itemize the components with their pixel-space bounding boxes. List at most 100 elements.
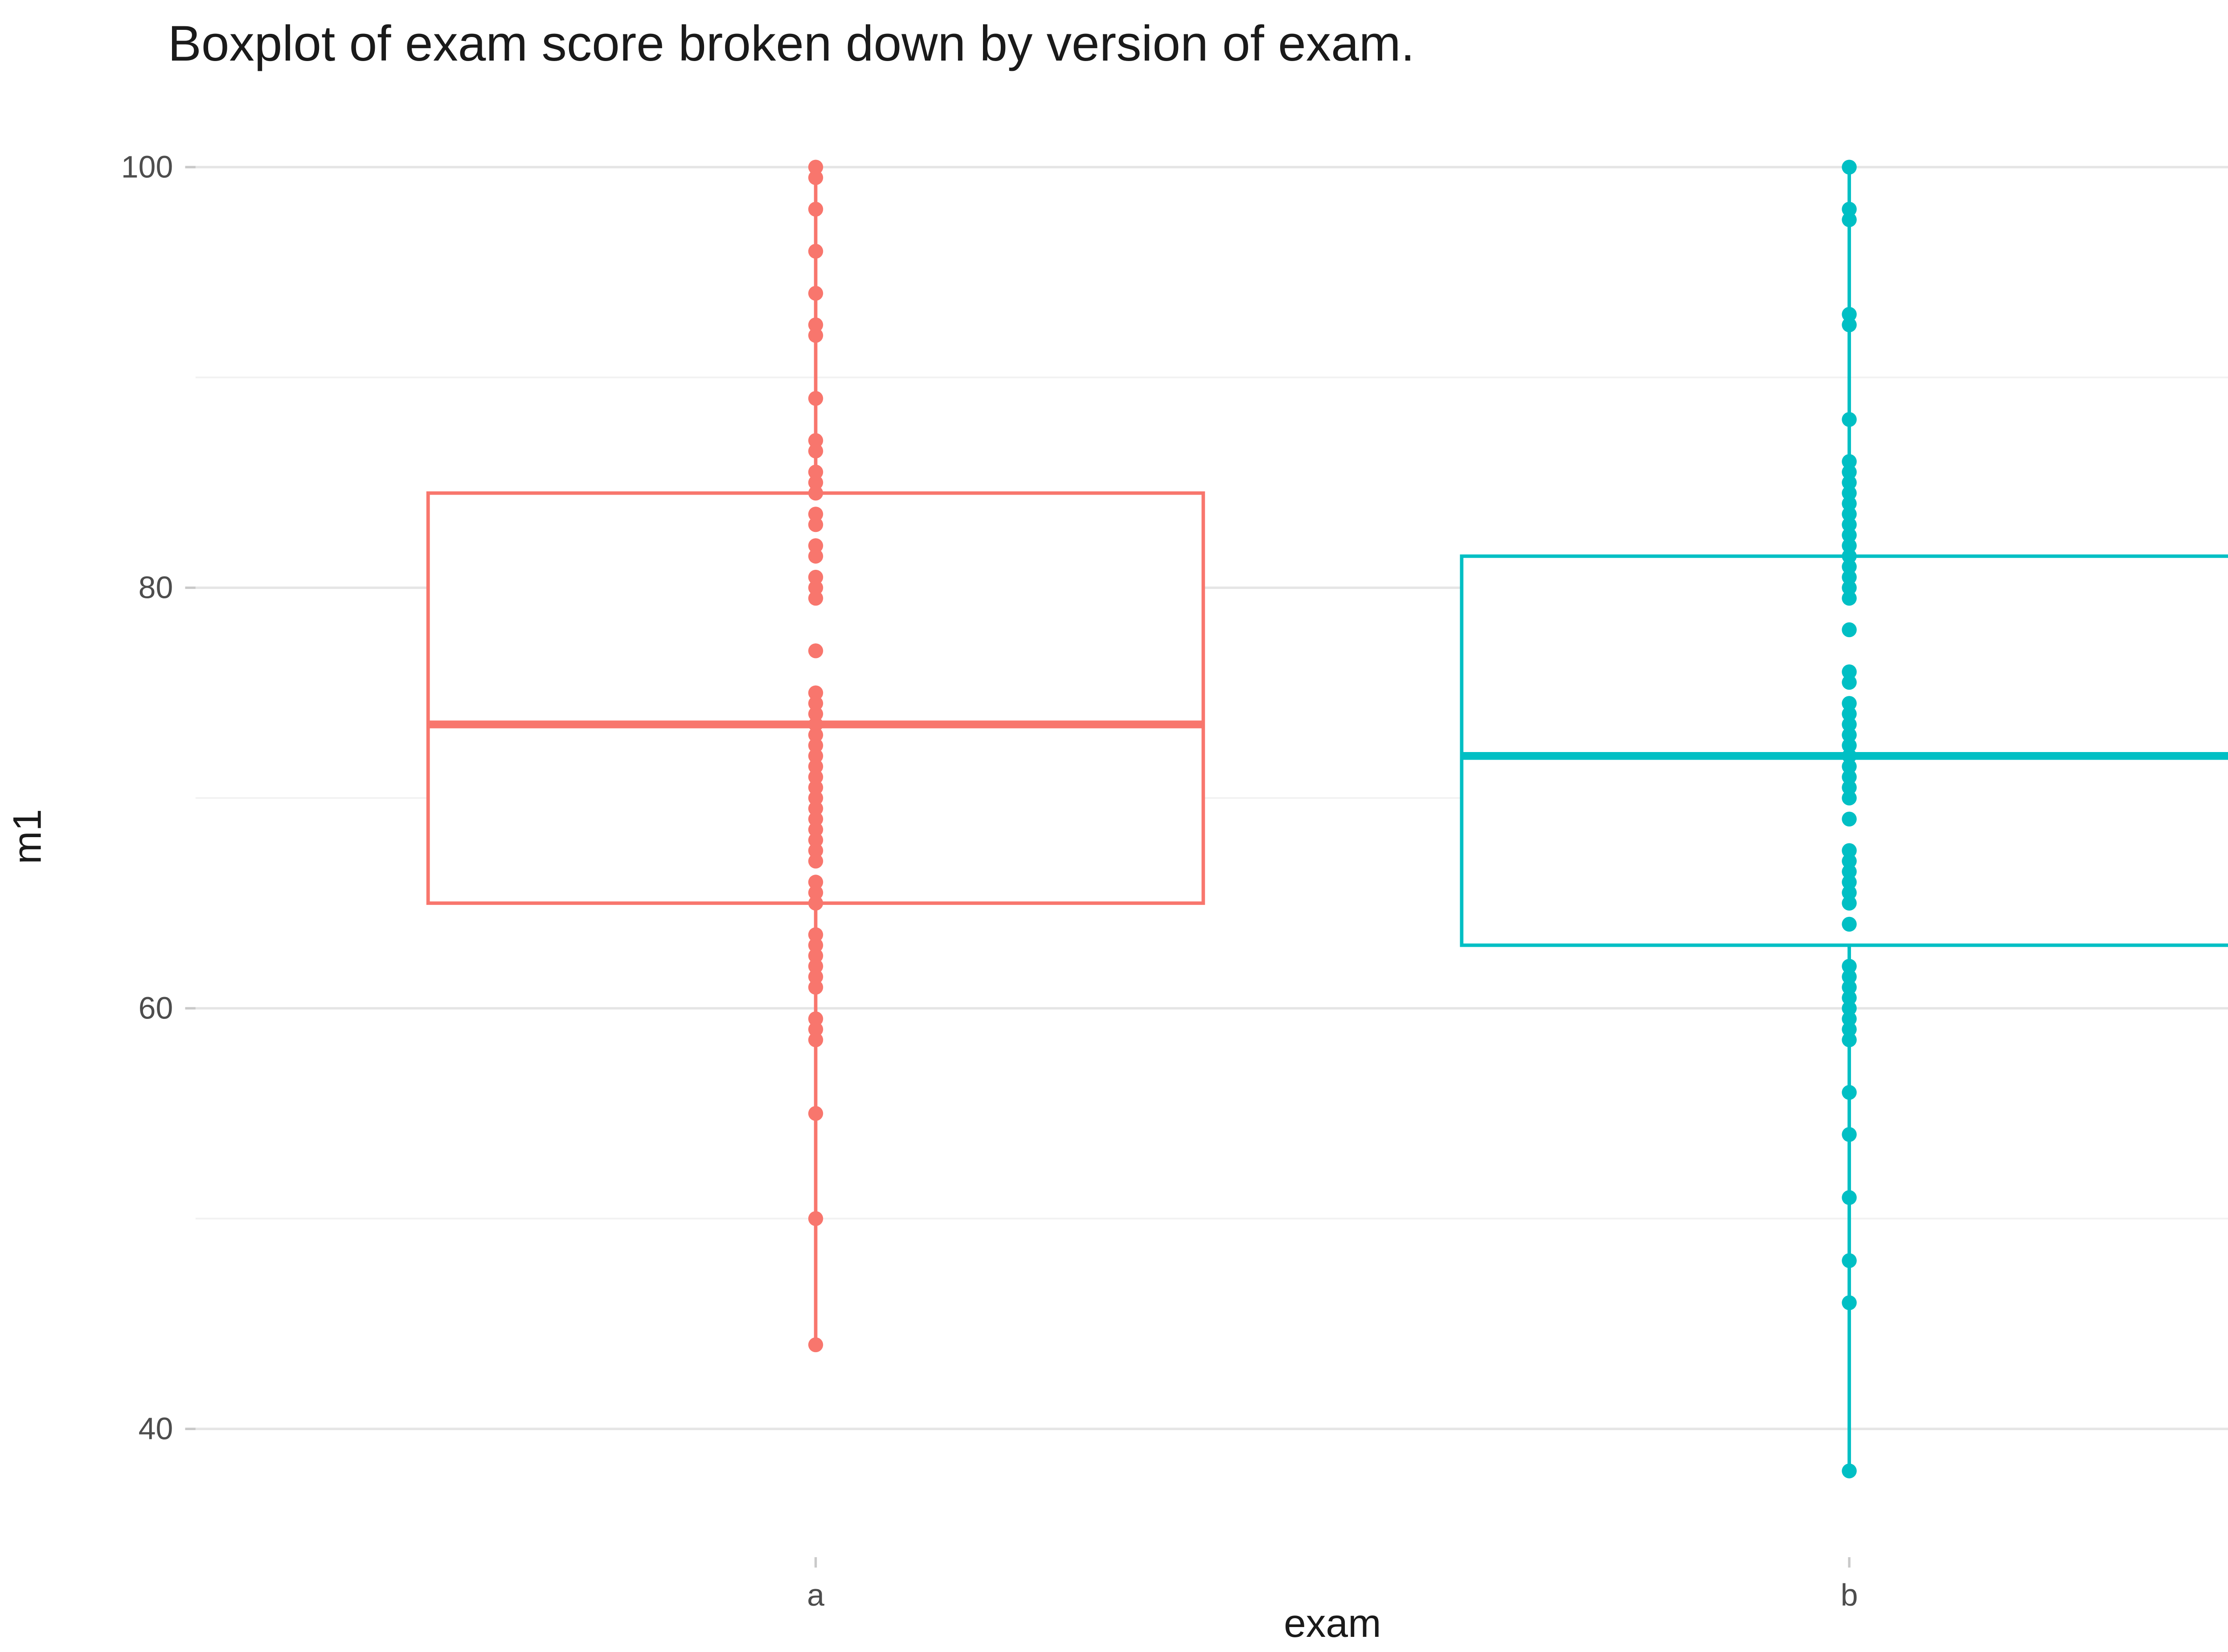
data-point-b — [1842, 559, 1857, 574]
data-point-b — [1842, 980, 1857, 995]
data-point-b — [1842, 1127, 1857, 1142]
data-point-a — [808, 759, 823, 774]
data-point-b — [1842, 738, 1857, 753]
chart-title: Boxplot of exam score broken down by ver… — [168, 17, 1415, 73]
data-point-a — [808, 1106, 823, 1121]
data-point-b — [1842, 916, 1857, 932]
data-point-b — [1842, 780, 1857, 795]
y-tick-label: 100 — [121, 149, 173, 184]
data-point-b — [1842, 591, 1857, 606]
data-point-b — [1842, 517, 1857, 532]
data-point-a — [808, 317, 823, 332]
data-point-a — [808, 1337, 823, 1353]
data-point-b — [1842, 159, 1857, 175]
data-point-a — [808, 937, 823, 953]
data-point-a — [808, 959, 823, 974]
data-point-a — [808, 717, 823, 732]
data-point-a — [808, 780, 823, 795]
data-point-b — [1842, 486, 1857, 501]
data-point-b — [1842, 496, 1857, 511]
data-point-b — [1842, 307, 1857, 322]
data-point-a — [808, 727, 823, 743]
data-point-b — [1842, 896, 1857, 911]
data-point-a — [808, 738, 823, 753]
data-point-b — [1842, 1011, 1857, 1026]
data-point-a — [808, 748, 823, 764]
data-point-a — [808, 811, 823, 827]
data-point-a — [808, 201, 823, 217]
data-point-b — [1842, 759, 1857, 774]
data-point-a — [808, 517, 823, 532]
y-tick-label: 80 — [139, 570, 173, 605]
data-point-a — [808, 443, 823, 459]
data-point-a — [808, 391, 823, 406]
data-point-a — [808, 1032, 823, 1047]
data-point-b — [1842, 696, 1857, 711]
data-point-a — [808, 170, 823, 185]
data-point-b — [1842, 464, 1857, 480]
data-point-b — [1842, 1295, 1857, 1310]
data-point-b — [1842, 727, 1857, 743]
data-point-a — [808, 159, 823, 175]
data-point-b — [1842, 843, 1857, 858]
data-point-b — [1842, 875, 1857, 890]
data-point-b — [1842, 1001, 1857, 1016]
data-point-a — [808, 769, 823, 785]
data-point-a — [808, 538, 823, 553]
data-point-a — [808, 433, 823, 448]
data-point-b — [1842, 969, 1857, 985]
data-point-a — [808, 822, 823, 837]
data-point-a — [808, 969, 823, 985]
data-point-b — [1842, 548, 1857, 564]
data-point-b — [1842, 538, 1857, 553]
data-point-b — [1842, 201, 1857, 217]
data-point-b — [1842, 317, 1857, 332]
data-point-b — [1842, 790, 1857, 806]
data-point-a — [808, 875, 823, 890]
data-point-b — [1842, 675, 1857, 690]
data-point-a — [808, 790, 823, 806]
data-point-b — [1842, 454, 1857, 469]
data-point-a — [808, 643, 823, 658]
data-point-b — [1842, 580, 1857, 595]
data-point-b — [1842, 475, 1857, 490]
data-point-b — [1842, 864, 1857, 879]
data-point-b — [1842, 664, 1857, 679]
data-point-b — [1842, 959, 1857, 974]
data-point-a — [808, 1022, 823, 1037]
data-point-a — [808, 927, 823, 942]
y-tick-label: 60 — [139, 990, 173, 1025]
x-tick-label: b — [1841, 1578, 1858, 1612]
data-point-b — [1842, 1190, 1857, 1205]
data-point-a — [808, 832, 823, 848]
data-point-a — [808, 843, 823, 858]
data-point-b — [1842, 622, 1857, 638]
data-point-a — [808, 1211, 823, 1226]
data-point-b — [1842, 1253, 1857, 1268]
data-point-a — [808, 1011, 823, 1026]
data-point-a — [808, 464, 823, 480]
data-point-a — [808, 896, 823, 911]
data-point-b — [1842, 212, 1857, 227]
data-point-a — [808, 706, 823, 722]
data-point-a — [808, 591, 823, 606]
data-point-b — [1842, 1463, 1857, 1479]
data-point-b — [1842, 854, 1857, 869]
data-point-a — [808, 569, 823, 585]
data-point-b — [1842, 507, 1857, 522]
data-point-b — [1842, 748, 1857, 764]
data-point-a — [808, 507, 823, 522]
y-axis-title: m1 — [4, 809, 49, 864]
data-point-b — [1842, 412, 1857, 427]
data-point-b — [1842, 569, 1857, 585]
data-point-b — [1842, 769, 1857, 785]
data-point-b — [1842, 990, 1857, 1006]
data-point-a — [808, 885, 823, 900]
data-point-b — [1842, 1022, 1857, 1037]
data-point-a — [808, 685, 823, 700]
data-point-a — [808, 244, 823, 259]
data-point-b — [1842, 717, 1857, 732]
